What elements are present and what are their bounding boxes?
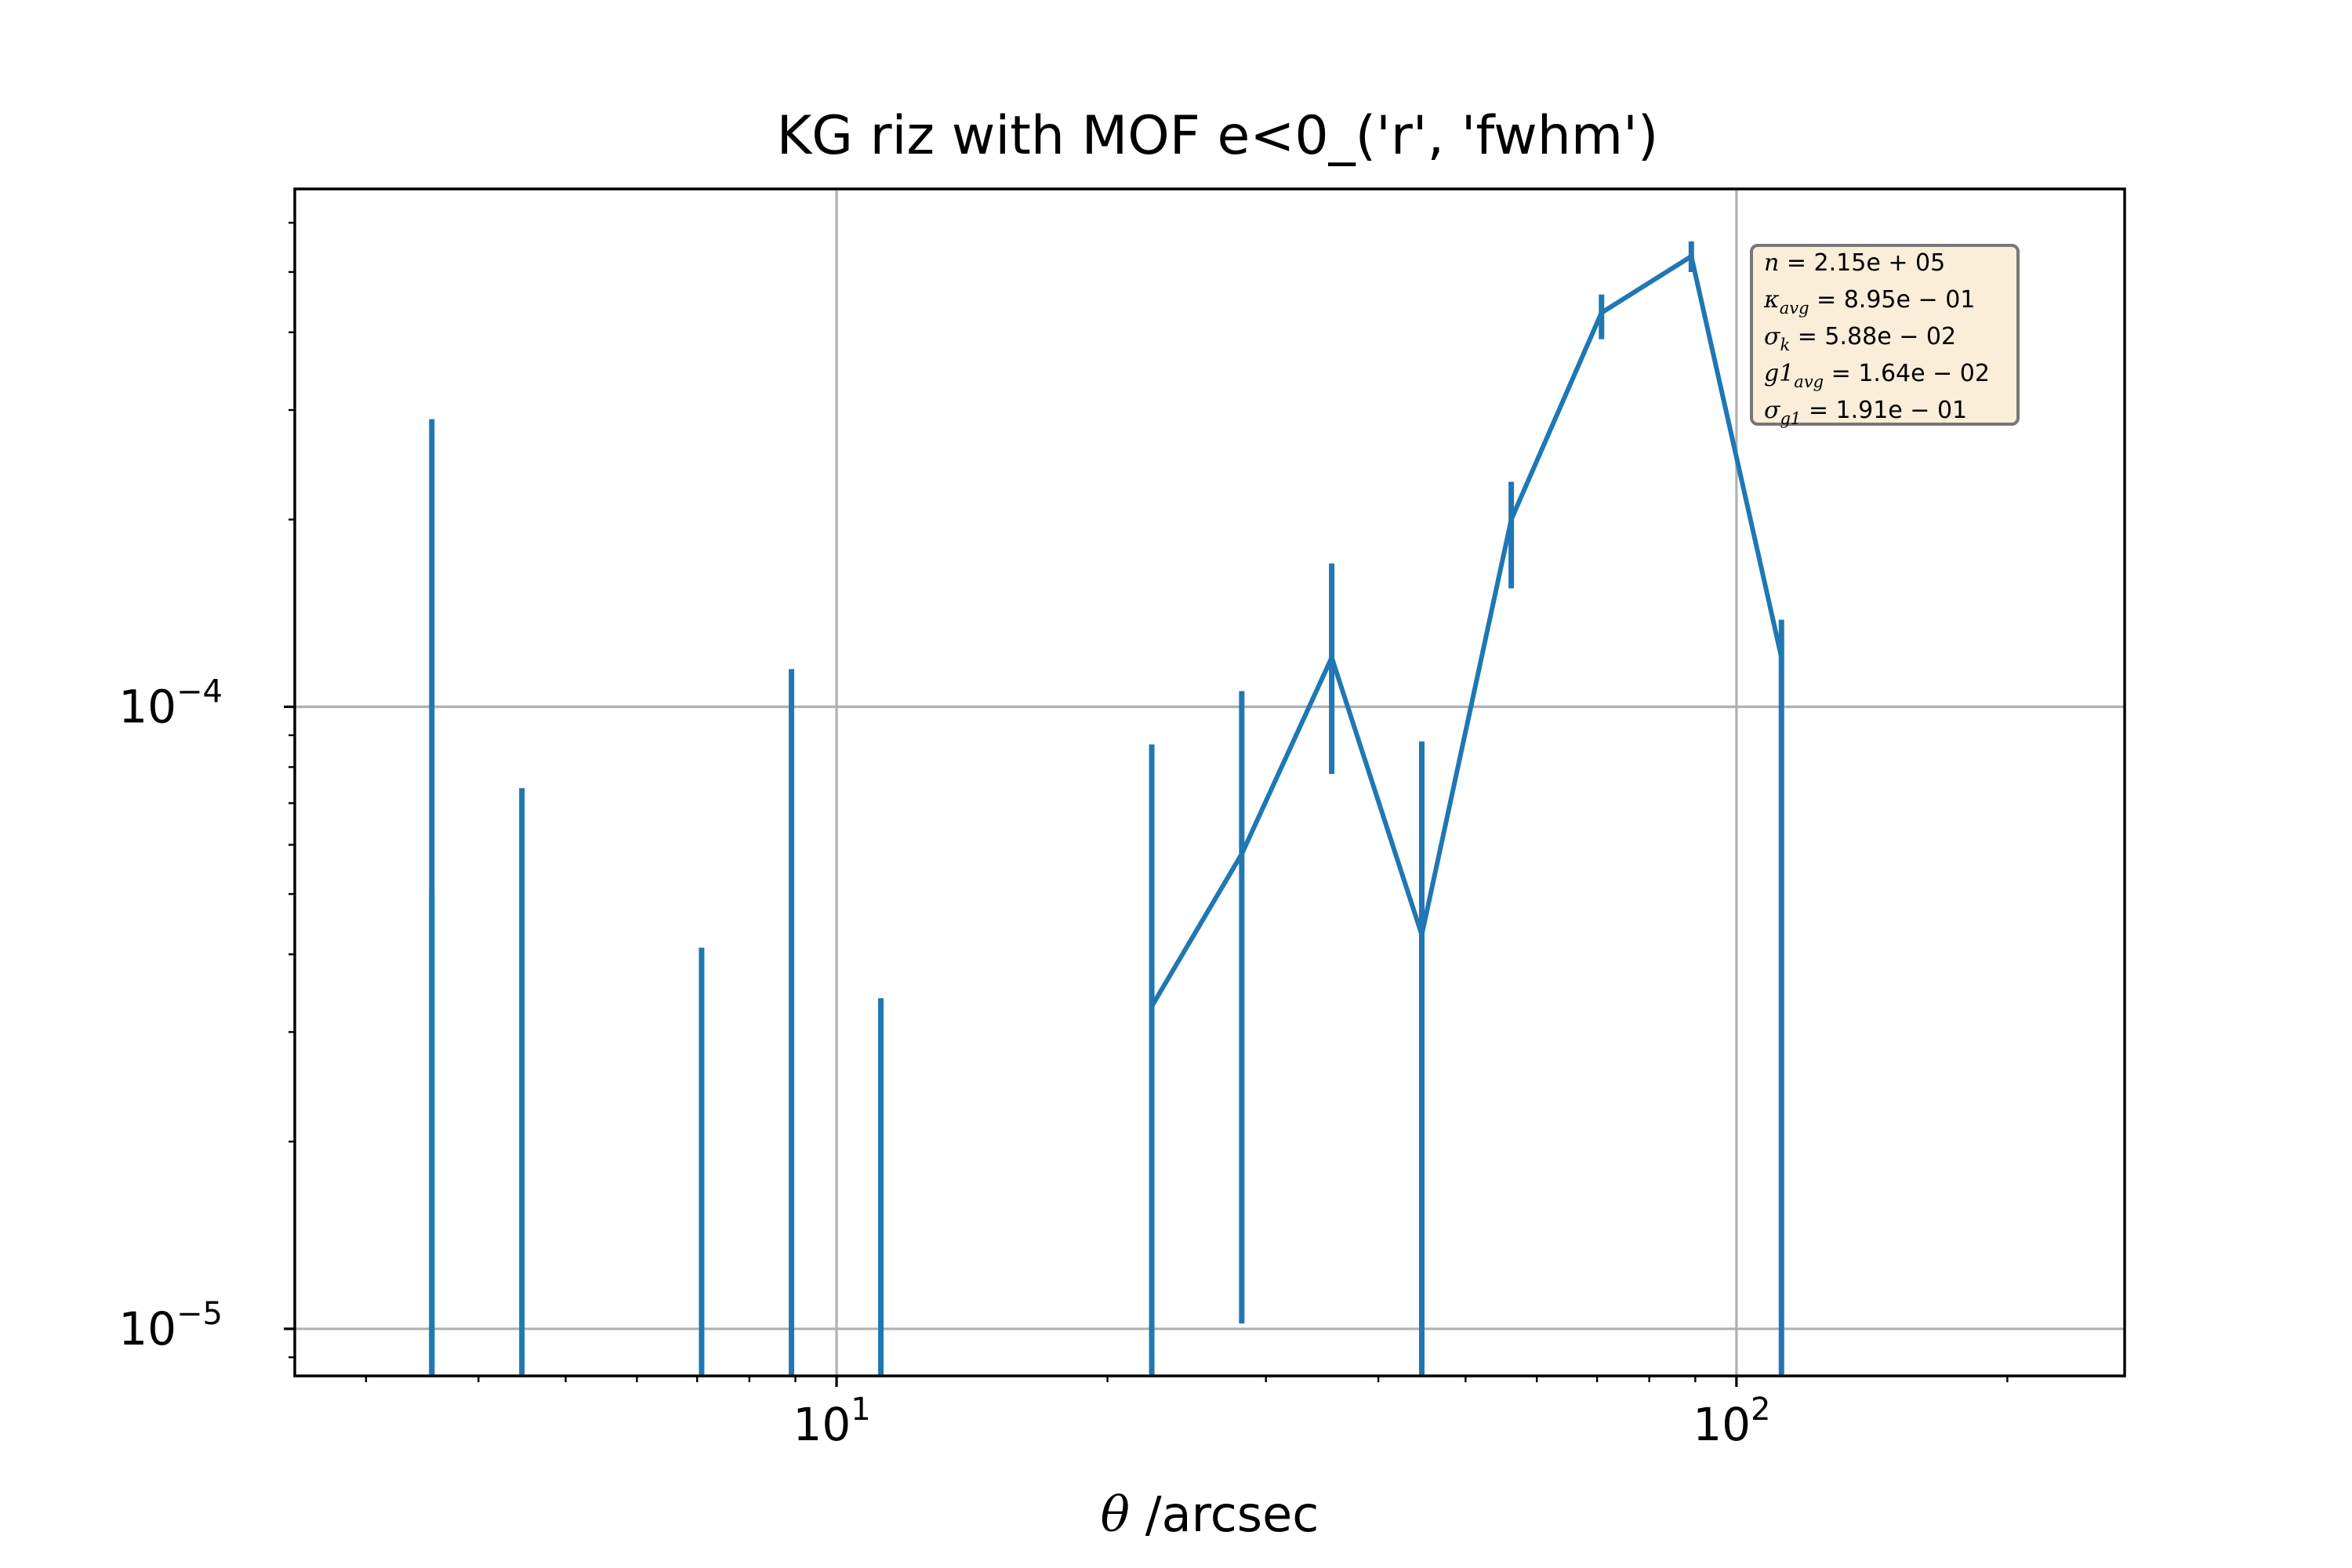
y-tick-label: 10−5 <box>118 1296 223 1356</box>
plot-frame <box>293 187 2126 1377</box>
stats-legend-lines: n = 2.15e + 05 κavg = 8.95e − 01 σk = 5.88… <box>1763 249 1990 428</box>
y-tick-label: 10−4 <box>118 674 223 734</box>
plot-data <box>429 241 1784 1376</box>
stats-legend-line: g1avg = 1.64e − 02 <box>1764 360 1990 391</box>
series-line <box>1149 253 1784 1008</box>
stats-legend-line: n = 2.15e + 05 <box>1764 249 1945 277</box>
x-axis-label: θ /arcsec <box>1101 1486 1319 1543</box>
axis-ticks: 101 102 10−5 10−4 <box>118 221 2009 1451</box>
stats-legend-line: κavg = 8.95e − 01 <box>1763 286 1975 318</box>
x-tick-label: 102 <box>1693 1392 1770 1451</box>
stats-legend-background <box>1750 244 2020 426</box>
stats-legend-line: σk = 5.88e − 02 <box>1764 323 1956 354</box>
stats-legend-line: σg1 = 1.91e − 01 <box>1764 397 1967 428</box>
chart-title: KG riz with MOF e<0_('r', 'fwhm') <box>777 105 1659 167</box>
grid <box>295 189 2125 1376</box>
stats-legend-box: n = 2.15e + 05 κavg = 8.95e − 01 σk = 5.88… <box>1750 244 2020 428</box>
x-tick-label: 101 <box>793 1392 870 1451</box>
